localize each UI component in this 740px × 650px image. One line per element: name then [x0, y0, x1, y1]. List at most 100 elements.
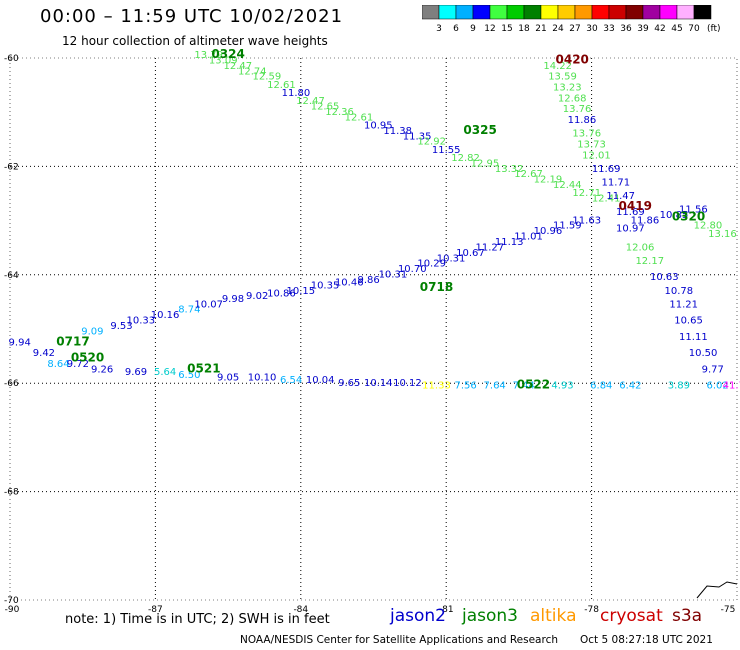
track-time-label: 0320 — [672, 210, 705, 224]
colorbar-label: 36 — [620, 24, 632, 34]
wave-height-value: 13.59 — [548, 72, 577, 83]
wave-height-value: 12.74 — [238, 66, 267, 77]
wave-height-value: 11.80 — [282, 88, 311, 99]
colorbar-label: 33 — [603, 24, 614, 34]
x-tick-label: -84 — [293, 605, 308, 615]
legend-item-s3a: s3a — [672, 606, 703, 626]
track-time-label: 0419 — [619, 199, 652, 213]
wave-height-value: 14.22 — [543, 61, 572, 72]
wave-height-value: 9.05 — [217, 372, 239, 383]
wave-height-value: 11.11 — [679, 332, 708, 343]
legend-item-jason2: jason2 — [390, 606, 446, 626]
wave-height-value: 4.93 — [551, 381, 573, 392]
wave-height-value: 10.29 — [417, 259, 446, 270]
wave-height-value: 11.55 — [432, 145, 461, 156]
wave-height-value: 6.02 — [706, 381, 728, 392]
wave-height-value: 12.19 — [534, 175, 563, 186]
wave-height-value: 11.56 — [679, 204, 708, 215]
wave-height-value: 9.26 — [91, 364, 113, 375]
wave-height-value: 10.63 — [650, 272, 679, 283]
colorbar-label: 27 — [569, 24, 580, 34]
colorbar-label: 45 — [671, 24, 682, 34]
wave-height-value: 9.94 — [9, 337, 31, 348]
wave-height-value: 12.61 — [267, 80, 296, 91]
wave-height-value: 12.17 — [635, 256, 664, 267]
x-tick-label: -75 — [721, 605, 736, 615]
wave-height-value: 12.01 — [582, 150, 611, 161]
wave-height-value: 11.35 — [403, 131, 432, 142]
colorbar-label: 39 — [637, 24, 649, 34]
wave-height-value: 11.27 — [475, 242, 504, 253]
wave-height-value: 10.97 — [616, 223, 645, 234]
colorbar-label: 9 — [470, 24, 476, 34]
wave-height-value: 8.64 — [47, 359, 69, 370]
wave-height-value: 12.82 — [451, 153, 480, 164]
wave-height-value: 11.69 — [592, 164, 621, 175]
wave-height-value: 10.85 — [660, 210, 689, 221]
wave-height-value: 13.16 — [708, 229, 737, 240]
wave-height-value: 12.71 — [572, 188, 601, 199]
legend-item-altika: altika — [530, 606, 577, 626]
x-tick-label: -78 — [584, 605, 599, 615]
wave-height-value: 6.54 — [280, 375, 302, 386]
wave-height-value: 11.47 — [606, 191, 635, 202]
wave-height-value: 13.76 — [572, 129, 601, 140]
wave-height-value: 13.73 — [577, 139, 606, 150]
y-tick-label: -70 — [4, 596, 19, 606]
track-time-label: 0324 — [211, 47, 244, 61]
y-tick-label: -60 — [4, 54, 19, 64]
colorbar-label: 42 — [654, 24, 665, 34]
wave-height-value: 6.84 — [590, 381, 612, 392]
coastline — [696, 581, 738, 599]
wave-height-value: 10.33 — [127, 316, 156, 327]
legend-item-jason3: jason3 — [462, 606, 518, 626]
wave-height-value: 9.42 — [33, 348, 55, 359]
chart-subtitle: 12 hour collection of altimeter wave hei… — [62, 34, 328, 48]
wave-height-value: 11.13 — [495, 237, 524, 248]
wave-height-value: 9.09 — [81, 326, 103, 337]
wave-height-value: 9.77 — [702, 364, 724, 375]
x-tick-label: -90 — [5, 605, 20, 615]
colorbar-label: 18 — [518, 24, 530, 34]
wave-height-value: 12.61 — [345, 112, 374, 123]
wave-height-value: 12.59 — [253, 72, 282, 83]
wave-height-value: 12.92 — [417, 137, 446, 148]
wave-height-value: 9.98 — [222, 294, 244, 305]
plot-frame — [9, 57, 738, 601]
colorbar-label: 15 — [501, 24, 512, 34]
track-time-label: 0325 — [463, 123, 496, 137]
wave-height-value: 11.01 — [514, 232, 543, 243]
legend-item-cryosat: cryosat — [600, 606, 663, 626]
wave-height-value: 9.72 — [67, 359, 89, 370]
colorbar-label: 70 — [688, 24, 700, 34]
colorbar-label: 6 — [453, 24, 459, 34]
wave-height-value: 12.47 — [223, 61, 252, 72]
wave-height-value: 6.42 — [619, 381, 641, 392]
wave-height-value: 9.86 — [358, 275, 380, 286]
wave-height-value: 11.33 — [422, 381, 451, 392]
wave-height-value: 12.44 — [553, 180, 582, 191]
wave-height-value: 12.68 — [558, 93, 587, 104]
wave-height-value: 10.70 — [398, 264, 427, 275]
wave-height-value: 10.67 — [456, 248, 485, 259]
wave-height-value: 10.86 — [267, 288, 296, 299]
wave-height-value: 12.47 — [296, 96, 325, 107]
wave-height-value: 10.04 — [306, 375, 335, 386]
wave-height-value: 10.16 — [151, 310, 180, 321]
track-time-label: 0718 — [420, 280, 453, 294]
y-tick-label: -64 — [4, 271, 19, 281]
wave-height-value: 9.65 — [338, 378, 360, 389]
wave-height-value: 13.76 — [563, 104, 592, 115]
colorbar-unit: (ft) — [707, 24, 721, 34]
wave-height-value: 10.10 — [248, 372, 277, 383]
wave-height-value: 7.56 — [454, 381, 476, 392]
wave-height-value: 10.14 — [364, 378, 393, 389]
wave-height-value: 11.86 — [568, 115, 597, 126]
colorbar-swatch — [693, 5, 712, 20]
colorbar-label: 24 — [552, 24, 564, 34]
y-tick-label: -66 — [4, 379, 19, 389]
chart-title: 00:00 – 11:59 UTC 10/02/2021 — [40, 6, 344, 27]
colorbar-label: 21 — [535, 24, 546, 34]
wave-height-value: 13.09 — [209, 55, 238, 66]
